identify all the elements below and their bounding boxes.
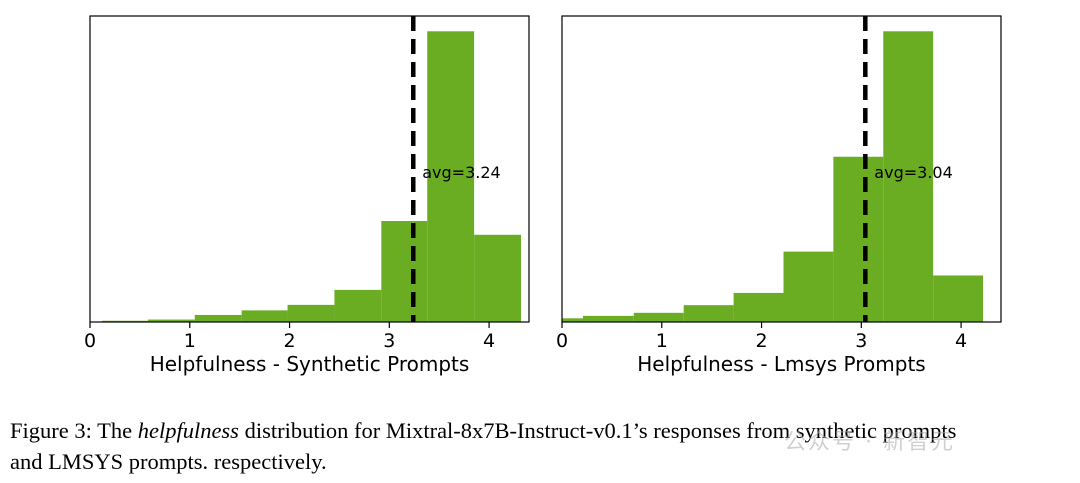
average-label: avg=3.24 (422, 163, 500, 182)
x-axis-label: Helpfulness - Lmsys Prompts (637, 352, 925, 376)
histogram-bar-0 (101, 320, 148, 322)
x-tick-label-2: 2 (755, 330, 767, 352)
plot-frame (89, 15, 530, 323)
histogram-bar-6 (833, 156, 884, 322)
histogram-bar-3 (241, 310, 288, 322)
histogram-bar-4 (733, 292, 784, 322)
x-tick-label-4: 4 (483, 330, 495, 352)
x-axis-label: Helpfulness - Synthetic Prompts (150, 352, 470, 376)
watermark: 公众号 · 新智元 (784, 430, 955, 455)
caption-text: distribution for Mixtral-8x7B-Instruct-v… (238, 418, 957, 443)
caption-label: Figure 3: The (10, 418, 138, 443)
histogram-bar-8 (474, 234, 522, 322)
histogram-bar-0 (562, 318, 583, 322)
x-tick-label-4: 4 (955, 330, 967, 352)
lmsys-prompts-histogram: 0 1 2 3 4 Helpfulness - Lmsys Prompts avg=3.04 (556, 15, 1002, 376)
caption-line-2: and LMSYS prompts. respectively. (10, 449, 327, 474)
histogram-bar-6 (381, 221, 428, 322)
histogram-bar-4 (287, 304, 335, 322)
caption-emphasis: helpfulness (137, 418, 239, 443)
histogram-bar-2 (194, 314, 242, 322)
x-tick-label-0: 0 (84, 330, 96, 352)
x-tick-label-3: 3 (383, 330, 395, 352)
histogram-bar-5 (783, 251, 834, 322)
histogram-bar-8 (933, 275, 984, 322)
histogram-bar-5 (334, 289, 382, 322)
figure-caption: Figure 3: The helpfulness distribution f… (10, 415, 1072, 477)
average-label: avg=3.04 (874, 163, 952, 182)
plot-frame (561, 15, 1002, 323)
histogram-bar-7 (883, 31, 934, 323)
histogram-figure: 0 1 2 3 4 Helpfulness - Synthetic Prompts avg=… (84, 15, 1002, 376)
histogram-bar-3 (683, 305, 734, 322)
x-tick-label-0: 0 (556, 330, 568, 352)
caption-line-1: Figure 3: The helpfulness distribution f… (10, 415, 1072, 446)
synthetic-prompts-histogram: 0 1 2 3 4 Helpfulness - Synthetic Prompts avg=… (84, 15, 530, 376)
x-tick-label-1: 1 (184, 330, 196, 352)
histogram-bar-1 (582, 315, 634, 322)
x-tick-label-1: 1 (656, 330, 668, 352)
x-tick-label-3: 3 (855, 330, 867, 352)
histogram-bar-2 (633, 312, 684, 322)
histogram-bar-7 (427, 31, 475, 323)
x-tick-label-2: 2 (283, 330, 295, 352)
histogram-bar-1 (147, 319, 195, 322)
